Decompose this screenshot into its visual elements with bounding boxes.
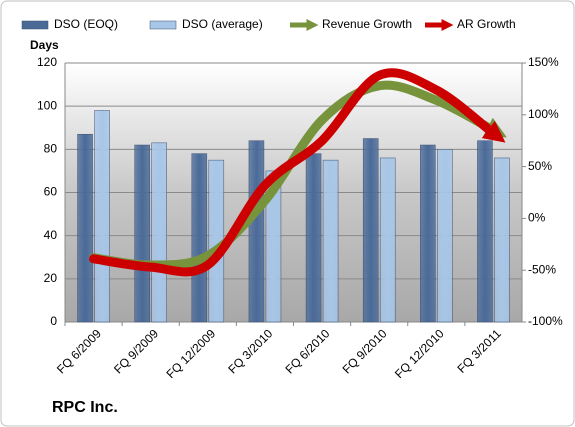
y2-tick-label: 150% xyxy=(528,55,559,69)
bar xyxy=(420,144,436,323)
bar xyxy=(134,144,150,323)
y2-tick-label: 50% xyxy=(528,159,552,173)
line xyxy=(89,68,506,277)
y2-tick-label: 0% xyxy=(528,211,546,225)
y2-tick-label: -100% xyxy=(528,314,563,328)
chart-title: RPC Inc. xyxy=(52,399,118,416)
bar xyxy=(77,133,93,323)
y-tick-label: 100 xyxy=(37,98,57,112)
bar xyxy=(191,153,208,323)
bar xyxy=(437,149,453,323)
bar xyxy=(94,110,110,323)
y2-tick-label: 100% xyxy=(528,107,559,121)
y-tick-label: 120 xyxy=(37,55,57,69)
bar xyxy=(248,140,265,323)
y-tick-label: 40 xyxy=(44,228,58,242)
bar xyxy=(265,170,282,323)
y-tick-label: 60 xyxy=(44,185,58,199)
bar xyxy=(362,138,379,323)
bar xyxy=(305,153,322,323)
y-tick-label: 0 xyxy=(50,314,57,328)
bar xyxy=(494,157,510,323)
bar xyxy=(322,159,339,323)
bar xyxy=(477,140,493,323)
legend-swatch xyxy=(149,20,177,30)
legend-swatch xyxy=(21,20,49,30)
y2-tick-label: -50% xyxy=(528,262,556,276)
bar xyxy=(379,157,396,323)
bar xyxy=(151,142,167,323)
y-axis-title: Days xyxy=(30,38,59,52)
y-tick-label: 20 xyxy=(44,271,58,285)
legend-label: DSO (average) xyxy=(182,17,263,31)
legend-label: DSO (EOQ) xyxy=(54,17,118,31)
legend-label: Revenue Growth xyxy=(322,17,412,31)
y-tick-label: 80 xyxy=(44,142,58,156)
legend-label: AR Growth xyxy=(457,17,516,31)
